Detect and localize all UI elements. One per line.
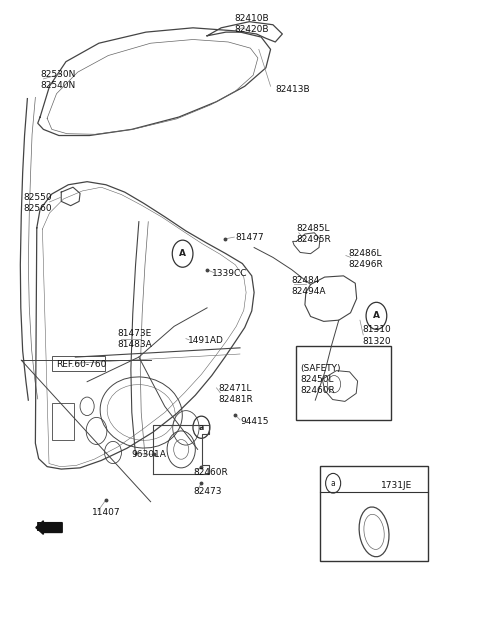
Text: 94415: 94415 — [240, 417, 268, 426]
Text: A: A — [179, 249, 186, 258]
Text: 1731JE: 1731JE — [381, 480, 412, 490]
Text: 82471L
82481R: 82471L 82481R — [219, 384, 253, 404]
Text: 82484
82494A: 82484 82494A — [292, 276, 326, 296]
Text: 82486L
82496R: 82486L 82496R — [348, 249, 383, 269]
Text: 81477: 81477 — [235, 232, 264, 242]
Text: 81310
81320: 81310 81320 — [362, 325, 391, 345]
Text: a: a — [331, 479, 336, 488]
Text: 82460R: 82460R — [193, 468, 228, 477]
Text: 82485L
82495R: 82485L 82495R — [297, 224, 331, 244]
Text: a: a — [199, 423, 204, 431]
Text: 96301A: 96301A — [132, 450, 167, 459]
Text: 11407: 11407 — [92, 507, 120, 517]
Text: 1339CC: 1339CC — [212, 269, 247, 278]
FancyArrow shape — [36, 521, 62, 534]
Text: 82550
82560: 82550 82560 — [24, 193, 52, 214]
Text: 81473E
81483A: 81473E 81483A — [118, 328, 153, 349]
Text: (SAFETY)
82450L
82460R: (SAFETY) 82450L 82460R — [300, 364, 341, 396]
Text: 1491AD: 1491AD — [188, 336, 224, 345]
Text: A: A — [373, 311, 380, 320]
Text: FR.: FR. — [36, 521, 59, 534]
Text: 82413B: 82413B — [275, 85, 310, 94]
Text: 82530N
82540N: 82530N 82540N — [40, 70, 75, 90]
Text: REF.60-760: REF.60-760 — [57, 360, 107, 369]
Text: 82473: 82473 — [193, 487, 221, 495]
Text: 82410B
82420B: 82410B 82420B — [234, 14, 269, 34]
